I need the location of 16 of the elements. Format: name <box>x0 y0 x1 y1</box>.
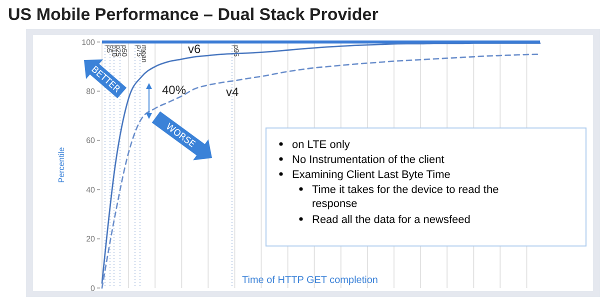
y-tick-label: 20 <box>86 234 96 244</box>
y-tick-label: 100 <box>82 38 96 47</box>
x-axis-title: Time of HTTP GET completion <box>242 275 378 286</box>
y-axis-title: Percentile <box>57 146 66 183</box>
y-tick-label: 60 <box>86 136 96 146</box>
y-tick-label: 40 <box>86 185 96 194</box>
annotation: on LTE only <box>292 139 350 151</box>
annotation: Read all the data for a newsfeed <box>312 214 470 226</box>
annotation: Examining Client Last Byte Time <box>292 169 450 181</box>
y-tick-label: 0 <box>90 284 96 293</box>
chart-title: US Mobile Performance – Dual Stack Provider <box>8 5 379 24</box>
series-label: v4 <box>226 85 239 99</box>
annotation: Time it takes for the device to read the response <box>312 184 499 210</box>
annotation: No Instrumentation of the client <box>292 154 444 166</box>
series-label: v6 <box>188 42 201 56</box>
annotation: 40% <box>162 83 186 97</box>
